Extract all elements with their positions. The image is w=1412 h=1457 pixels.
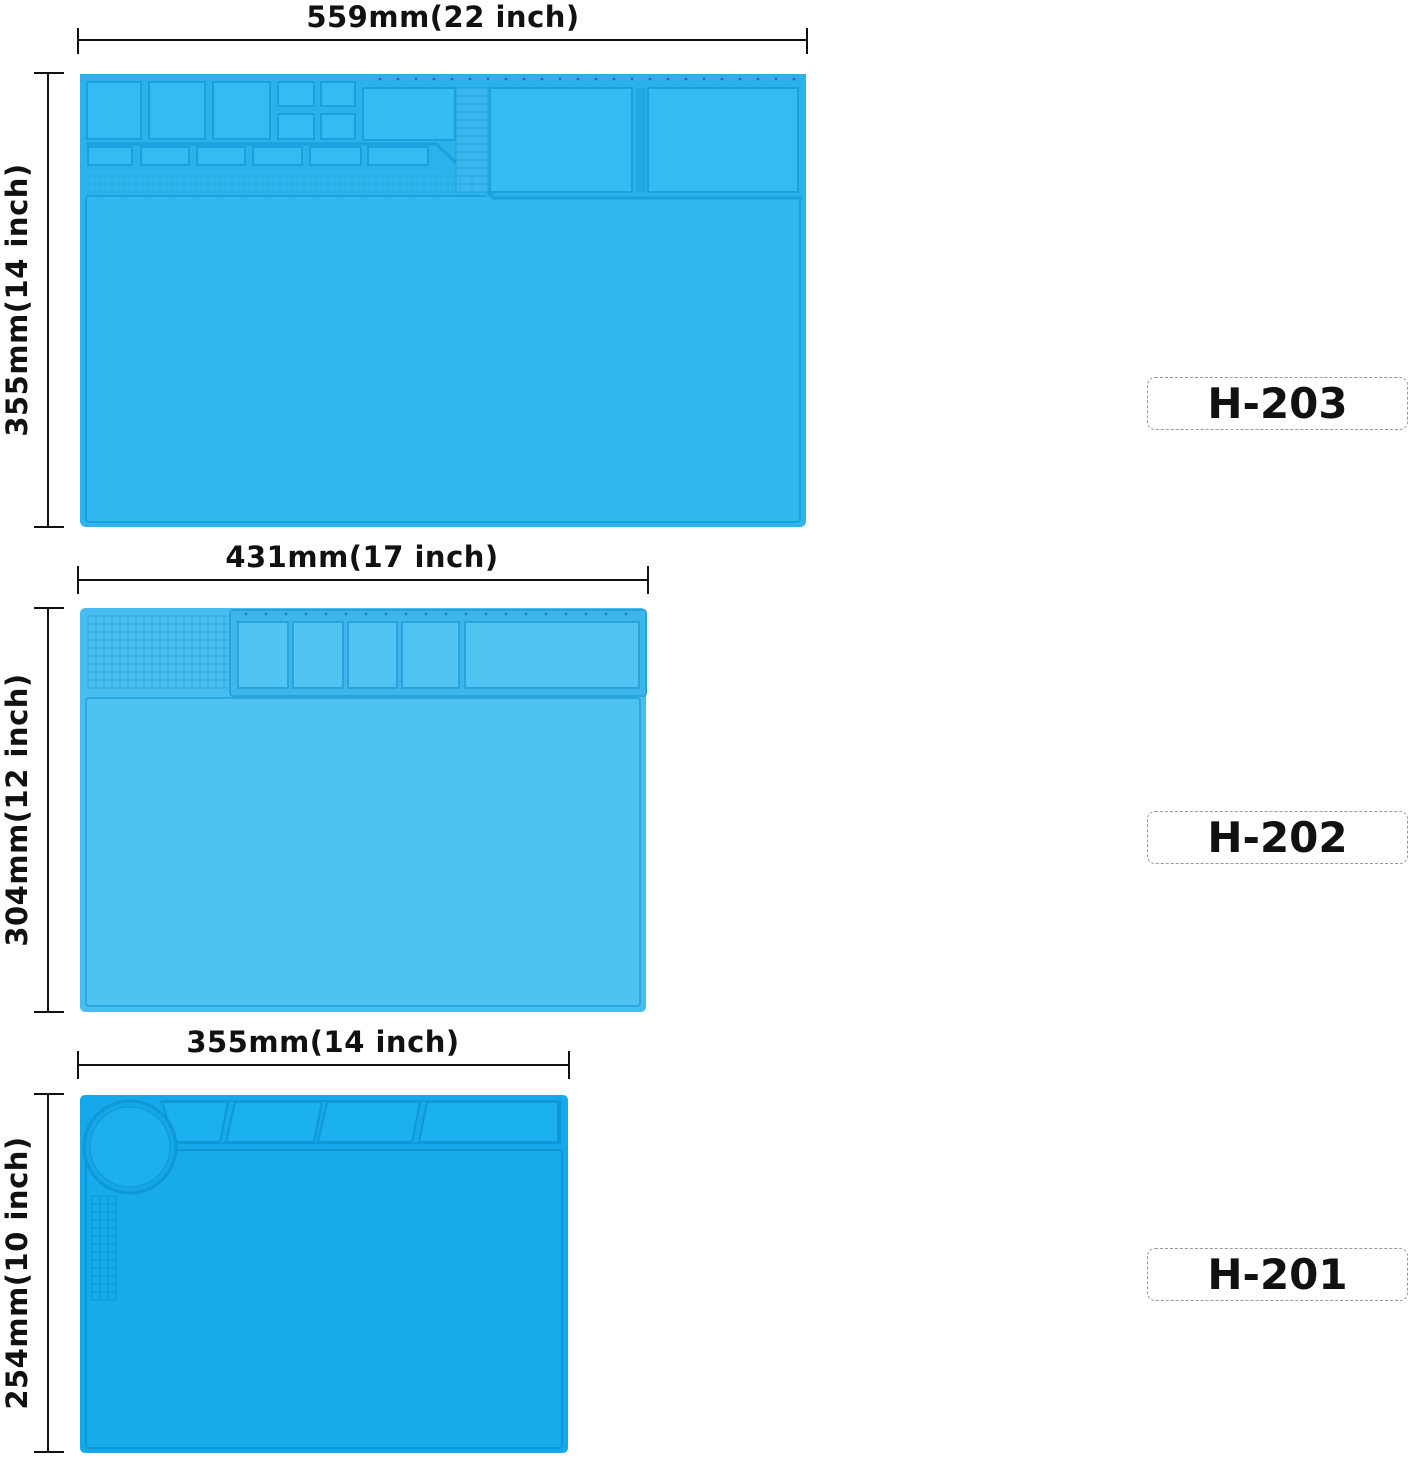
height-label-h203: 355mm(14 inch) — [0, 163, 34, 437]
width-line-h202 — [77, 566, 649, 594]
width-line-h203 — [77, 28, 808, 54]
model-badge-h203: H-203 — [1147, 377, 1408, 430]
mat-h202 — [80, 608, 647, 1012]
dimension-lines — [34, 28, 808, 1453]
width-line-h201 — [77, 1051, 570, 1079]
model-badge-h202: H-202 — [1147, 811, 1408, 864]
width-label-h201: 355mm(14 inch) — [186, 1025, 460, 1059]
height-line-h201 — [34, 1093, 64, 1453]
height-line-h202 — [34, 607, 64, 1013]
width-label-h202: 431mm(17 inch) — [225, 540, 499, 574]
model-badge-h201: H-201 — [1147, 1248, 1408, 1301]
mat-h201 — [80, 1095, 568, 1453]
height-line-h203 — [34, 72, 64, 528]
width-label-h203: 559mm(22 inch) — [306, 0, 580, 34]
height-label-h202: 304mm(12 inch) — [0, 673, 34, 947]
height-label-h201: 254mm(10 inch) — [0, 1136, 34, 1410]
mat-h203 — [80, 74, 806, 527]
